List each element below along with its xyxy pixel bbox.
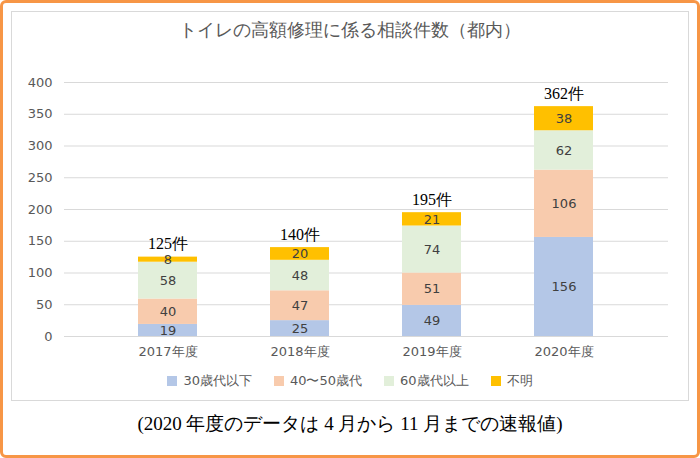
svg-text:19: 19 <box>160 323 177 338</box>
svg-text:51: 51 <box>424 281 441 296</box>
svg-text:250: 250 <box>28 170 53 185</box>
svg-text:200: 200 <box>28 202 53 217</box>
svg-text:350: 350 <box>28 106 53 121</box>
svg-text:2019年度: 2019年度 <box>402 344 461 359</box>
svg-text:2020年度: 2020年度 <box>534 344 593 359</box>
svg-text:2017年度: 2017年度 <box>138 344 197 359</box>
html-text:40〜50歳代: 40〜50歳代 <box>290 373 362 388</box>
svg-text:156: 156 <box>552 279 577 294</box>
svg-text:2018年度: 2018年度 <box>270 344 329 359</box>
svg-text:400: 400 <box>28 75 53 90</box>
svg-text:195件: 195件 <box>412 191 452 208</box>
svg-text:140件: 140件 <box>280 226 320 243</box>
svg-text:48: 48 <box>292 268 309 283</box>
html-text:60歳代以上: 60歳代以上 <box>400 373 469 388</box>
html-text:(2020 年度のデータは 4 月から 11 月までの速報値: (2020 年度のデータは 4 月から 11 月までの速報値) <box>137 413 563 434</box>
svg-text:47: 47 <box>292 298 309 313</box>
svg-text:100: 100 <box>28 265 53 280</box>
svg-text:20: 20 <box>292 246 309 261</box>
svg-text:50: 50 <box>36 297 53 312</box>
svg-text:300: 300 <box>28 138 53 153</box>
svg-text:21: 21 <box>424 212 441 227</box>
svg-text:49: 49 <box>424 313 441 328</box>
svg-text:25: 25 <box>292 321 309 336</box>
svg-text:106: 106 <box>552 196 577 211</box>
svg-text:62: 62 <box>556 143 573 158</box>
svg-text:38: 38 <box>556 111 573 126</box>
svg-text:40: 40 <box>160 304 177 319</box>
svg-text:125件: 125件 <box>148 235 188 252</box>
svg-text:0: 0 <box>44 329 52 344</box>
svg-text:150: 150 <box>28 233 53 248</box>
svg-text:58: 58 <box>160 273 177 288</box>
html-text:不明: 不明 <box>506 373 533 388</box>
html-text:トイレの高額修理に係る相談件数（都内）: トイレの高額修理に係る相談件数（都内） <box>179 19 521 40</box>
svg-text:8: 8 <box>164 252 172 267</box>
svg-text:74: 74 <box>424 242 441 257</box>
svg-text:362件: 362件 <box>544 85 584 102</box>
html-text:30歳代以下: 30歳代以下 <box>183 373 252 388</box>
